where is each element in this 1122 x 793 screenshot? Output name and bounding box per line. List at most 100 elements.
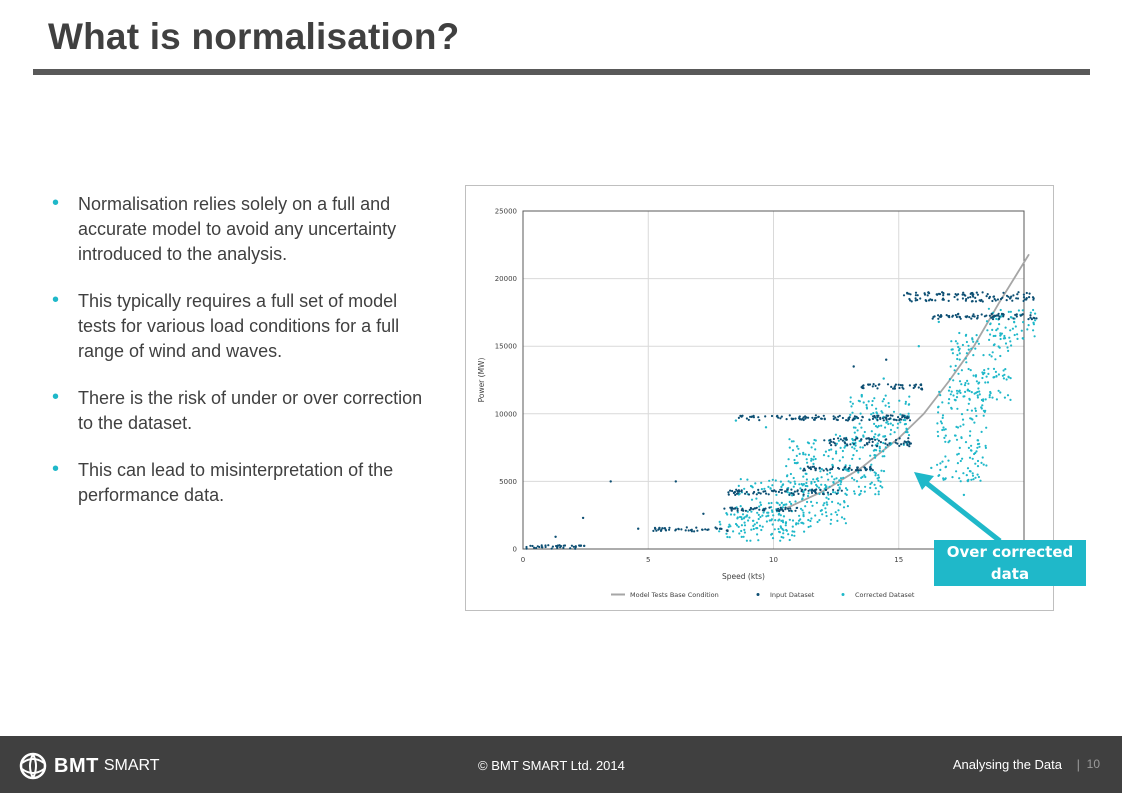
corrected-point	[830, 475, 833, 478]
corrected-point	[780, 535, 783, 539]
corrected-point	[763, 487, 766, 490]
input-point	[964, 315, 967, 318]
input-point	[860, 419, 863, 422]
corrected-point	[1009, 316, 1013, 319]
corrected-point	[893, 431, 896, 434]
input-point	[758, 419, 761, 422]
input-point	[1002, 315, 1005, 318]
input-point	[748, 508, 751, 511]
corrected-point	[959, 425, 962, 428]
corrected-point	[760, 481, 763, 484]
input-point	[657, 528, 660, 531]
corrected-point	[770, 518, 773, 521]
corrected-point	[971, 474, 975, 477]
input-point	[701, 528, 704, 531]
input-point	[947, 299, 950, 302]
corrected-point	[765, 515, 768, 518]
input-point	[985, 295, 988, 298]
corrected-point	[835, 477, 838, 480]
corrected-point	[969, 449, 973, 452]
input-point	[790, 492, 793, 495]
corrected-point	[891, 424, 894, 427]
corrected-point	[795, 454, 798, 457]
corrected-point	[966, 379, 969, 382]
corrected-point	[873, 483, 876, 486]
corrected-point	[787, 533, 790, 536]
input-point	[991, 299, 994, 303]
corrected-point	[764, 426, 768, 429]
corrected-point	[841, 449, 844, 453]
legend-swatch-dot	[841, 593, 845, 596]
corrected-point	[999, 391, 1002, 394]
corrected-point	[970, 444, 973, 447]
input-point	[898, 386, 901, 390]
corrected-point	[860, 395, 863, 398]
input-point	[862, 387, 865, 390]
corrected-point	[1016, 337, 1019, 340]
corrected-point	[974, 451, 977, 455]
corrected-point	[939, 462, 942, 465]
input-point	[894, 383, 897, 386]
corrected-point	[820, 483, 823, 486]
corrected-point	[988, 353, 991, 356]
corrected-point	[846, 488, 849, 491]
input-point	[831, 466, 834, 469]
corrected-point	[760, 488, 763, 491]
corrected-point	[815, 483, 818, 486]
corrected-point	[759, 503, 763, 506]
corrected-point	[951, 352, 954, 355]
corrected-point	[825, 496, 828, 499]
corrected-point	[767, 485, 770, 488]
corrected-point	[779, 514, 782, 517]
corrected-point	[844, 464, 847, 467]
input-point	[531, 544, 534, 548]
input-point	[958, 315, 961, 318]
input-point	[899, 384, 902, 387]
corrected-point	[876, 442, 879, 445]
input-point	[1016, 293, 1019, 296]
input-point	[948, 316, 951, 319]
input-point	[776, 414, 779, 417]
corrected-point	[953, 434, 957, 437]
footer-bar: BMT SMART © BMT SMART Ltd. 2014 Analysin…	[0, 736, 1122, 793]
input-point	[964, 294, 967, 297]
input-point	[993, 297, 996, 301]
input-point	[834, 444, 837, 447]
corrected-point	[732, 530, 735, 533]
bullet-item: • This can lead to misinterpretation of t…	[52, 458, 437, 508]
corrected-point	[844, 487, 848, 490]
corrected-point	[941, 401, 944, 404]
corrected-point	[874, 433, 877, 436]
corrected-point	[936, 430, 939, 433]
corrected-point	[937, 474, 940, 477]
corrected-point	[1013, 333, 1016, 337]
corrected-point	[739, 478, 742, 481]
corrected-point	[939, 394, 942, 397]
corrected-point	[832, 491, 835, 494]
input-point	[902, 442, 905, 445]
input-point	[876, 418, 879, 421]
input-point	[855, 415, 858, 418]
corrected-point	[991, 396, 994, 399]
corrected-point	[992, 334, 995, 338]
input-point	[814, 469, 817, 472]
bullet-dot-icon: •	[52, 458, 60, 480]
corrected-point	[860, 426, 863, 429]
input-point	[955, 315, 958, 319]
corrected-point	[871, 399, 874, 403]
corrected-point	[876, 438, 879, 441]
title-divider	[33, 69, 1090, 75]
section-title: Analysing the Data	[952, 757, 1062, 772]
corrected-point	[806, 461, 809, 464]
corrected-point	[978, 445, 981, 448]
input-point	[849, 443, 852, 446]
corrected-point	[791, 530, 794, 533]
corrected-point	[970, 409, 973, 412]
input-point	[802, 493, 805, 496]
input-point	[951, 315, 954, 318]
input-point	[961, 293, 964, 296]
corrected-point	[974, 462, 977, 465]
corrected-point	[857, 471, 860, 474]
input-point	[888, 442, 891, 445]
input-point	[929, 298, 932, 301]
